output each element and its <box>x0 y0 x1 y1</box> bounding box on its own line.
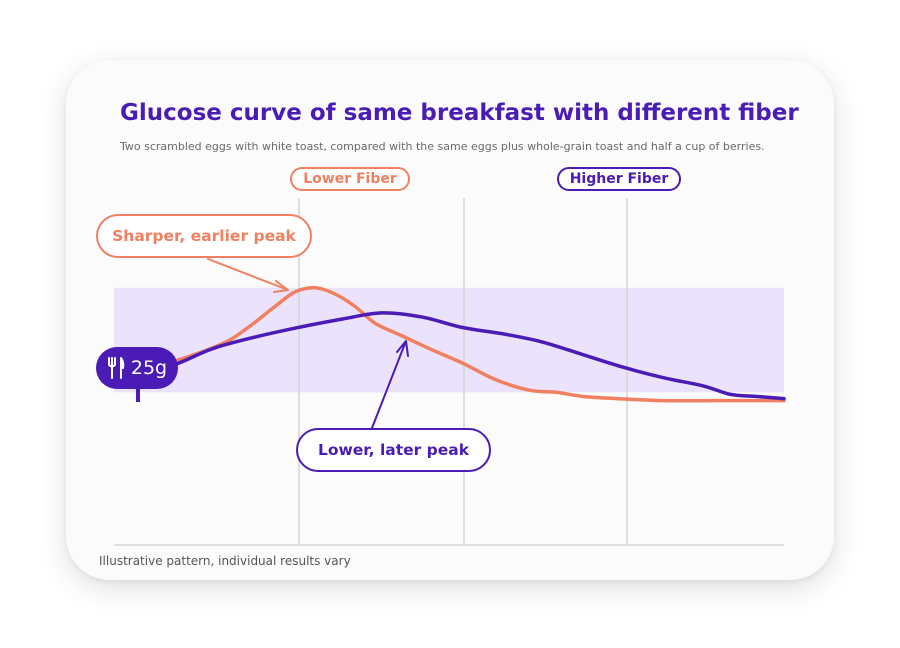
chart-card: Glucose curve of same breakfast with dif… <box>66 60 834 580</box>
target-range-band <box>114 287 784 393</box>
chart-title: Glucose curve of same breakfast with dif… <box>120 100 799 126</box>
series-line-higher-fiber <box>112 311 786 401</box>
chart-subtitle: Two scrambled eggs with white toast, com… <box>120 140 765 153</box>
annotation-lower-later-peak: Lower, later peak <box>296 428 491 472</box>
arrow-to-lower-fiber-peak <box>207 258 289 293</box>
series-lines <box>112 286 786 403</box>
annotation-sharper-earlier-peak: Sharper, earlier peak <box>96 214 312 258</box>
phase-label-higher-fiber: Higher Fiber <box>557 167 681 191</box>
fork-knife-icon <box>107 357 125 379</box>
series-line-lower-fiber <box>112 286 786 403</box>
arrow-to-higher-fiber-peak <box>371 340 409 429</box>
carb-marker-stem <box>136 388 140 402</box>
glucose-chart <box>112 198 786 546</box>
footnote: Illustrative pattern, individual results… <box>99 554 351 568</box>
carb-marker: 25g <box>96 347 178 389</box>
carb-marker-label: 25g <box>130 357 168 379</box>
phase-label-lower-fiber: Lower Fiber <box>290 167 410 191</box>
